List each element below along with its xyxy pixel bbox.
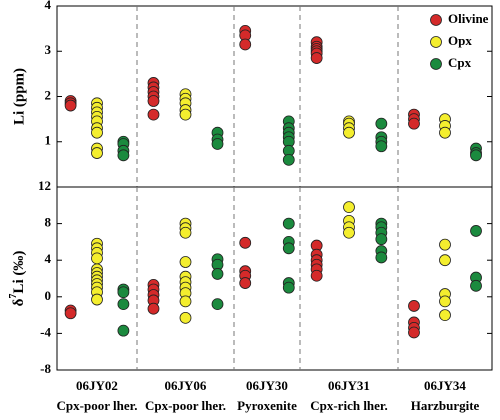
data-point xyxy=(282,153,295,166)
x-tick-sublabel: Cpx-poor lher. xyxy=(145,398,226,413)
x-tick-label: 06JY34 xyxy=(424,378,466,393)
data-point xyxy=(439,295,451,308)
x-tick-sublabel: Cpx-poor lher. xyxy=(57,398,138,413)
data-point xyxy=(117,286,130,299)
data-point xyxy=(147,302,160,315)
data-point xyxy=(282,217,295,230)
data-point xyxy=(408,117,420,130)
data-point xyxy=(439,126,451,139)
data-point xyxy=(375,117,388,130)
data-point xyxy=(91,293,103,306)
y-tick-label: 4 xyxy=(45,0,52,12)
y-axis-label: δ7Li (‰) xyxy=(8,251,27,307)
y-tick-label: 0 xyxy=(45,288,52,303)
y-label-main: Li (‰) xyxy=(11,251,27,294)
data-point xyxy=(239,277,252,289)
legend-marker xyxy=(430,36,442,48)
data-point xyxy=(64,307,77,320)
x-tick-label: 06JY30 xyxy=(246,378,288,393)
data-point xyxy=(91,252,103,265)
data-point xyxy=(470,279,482,292)
data-point xyxy=(470,225,482,237)
y-tick-label: -8 xyxy=(40,361,51,376)
data-point xyxy=(310,52,323,64)
data-point xyxy=(147,95,160,107)
x-tick-label: 06JY02 xyxy=(76,378,118,393)
y-tick-label: 4 xyxy=(45,251,52,266)
data-point xyxy=(375,140,388,153)
plot-frame xyxy=(56,186,493,371)
data-point xyxy=(179,295,192,308)
data-point xyxy=(117,298,130,311)
data-point xyxy=(179,108,192,121)
data-point xyxy=(211,298,224,311)
data-point xyxy=(91,147,103,159)
data-point xyxy=(408,326,420,339)
data-point xyxy=(439,238,451,251)
data-point xyxy=(439,254,451,267)
y-tick-label: 1 xyxy=(45,133,52,148)
y-tick-label: 2 xyxy=(45,87,52,102)
x-tick-sublabel: Harzburgite xyxy=(411,398,480,413)
x-tick-sublabel: Cpx-rich lher. xyxy=(310,398,388,413)
data-point xyxy=(343,226,355,239)
data-point xyxy=(470,149,482,162)
data-point xyxy=(239,38,252,51)
x-tick-label: 06JY31 xyxy=(328,378,370,393)
data-point xyxy=(239,236,252,249)
y-axis-label: Li (ppm) xyxy=(11,68,27,125)
data-point xyxy=(147,108,160,121)
data-point xyxy=(375,251,388,264)
legend-marker xyxy=(430,14,442,26)
y-label-sup: 7 xyxy=(8,294,19,299)
data-point xyxy=(375,233,388,246)
y-tick-label: 8 xyxy=(45,215,52,230)
data-point xyxy=(408,300,420,312)
legend-label: Cpx xyxy=(448,55,472,70)
y-tick-label: 3 xyxy=(45,42,52,57)
data-point xyxy=(179,256,192,268)
legend-label: Opx xyxy=(448,33,472,48)
data-point xyxy=(179,311,192,324)
data-point xyxy=(282,281,295,294)
data-point xyxy=(117,149,130,162)
y-tick-label: 12 xyxy=(38,178,51,193)
data-point xyxy=(343,201,355,214)
data-point xyxy=(117,324,130,337)
data-point xyxy=(310,269,323,282)
data-point xyxy=(282,242,295,255)
data-point xyxy=(211,268,224,280)
x-tick-label: 06JY06 xyxy=(165,378,207,393)
y-tick-label: -4 xyxy=(40,324,51,339)
legend-label: Olivine xyxy=(448,11,489,26)
x-tick-sublabel: Pyroxenite xyxy=(237,398,297,413)
data-point xyxy=(211,138,224,150)
data-point xyxy=(179,226,192,239)
data-point xyxy=(64,99,77,112)
data-point xyxy=(91,126,103,139)
legend-marker xyxy=(430,58,442,70)
y-label-prefix: δ xyxy=(11,298,27,306)
data-point xyxy=(343,126,355,139)
data-point xyxy=(439,309,451,322)
